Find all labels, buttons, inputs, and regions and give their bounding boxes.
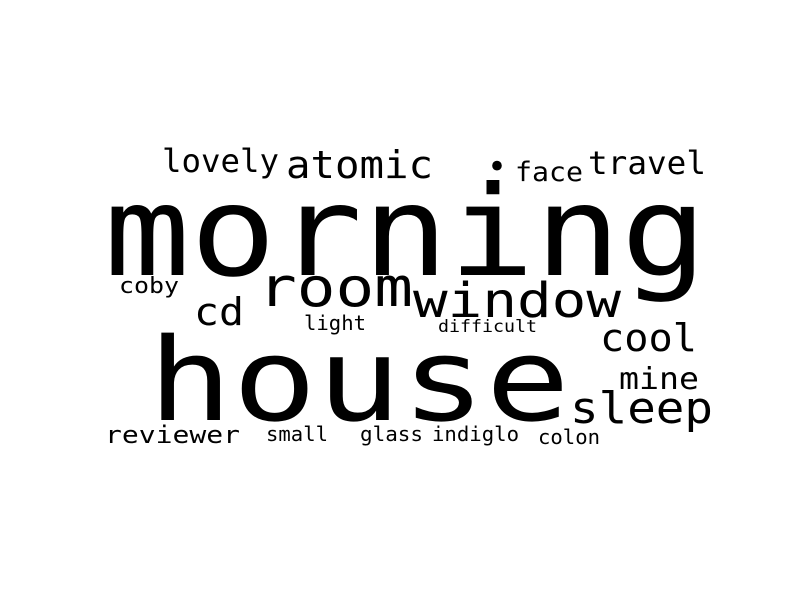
- word-14: indiglo: [432, 422, 519, 446]
- word-13: coby: [119, 274, 179, 299]
- word-20: •: [487, 147, 507, 187]
- word-1: house: [148, 314, 570, 448]
- word-10: mine: [619, 362, 699, 397]
- word-16: small: [266, 422, 328, 446]
- word-12: reviewer: [105, 421, 240, 449]
- word-8: lovely: [162, 142, 279, 180]
- word-11: face: [515, 157, 583, 188]
- word-9: cd: [194, 290, 244, 334]
- word-6: cool: [600, 316, 697, 360]
- word-0: morning: [104, 160, 707, 305]
- word-5: atomic: [286, 143, 433, 187]
- word-19: difficult: [438, 317, 537, 337]
- word-2: room: [258, 256, 413, 319]
- word-15: light: [304, 311, 366, 335]
- word-17: glass: [360, 422, 423, 446]
- word-7: travel: [588, 144, 706, 182]
- word-4: sleep: [570, 383, 713, 434]
- word-18: colon: [538, 425, 600, 449]
- word-3: window: [413, 273, 621, 329]
